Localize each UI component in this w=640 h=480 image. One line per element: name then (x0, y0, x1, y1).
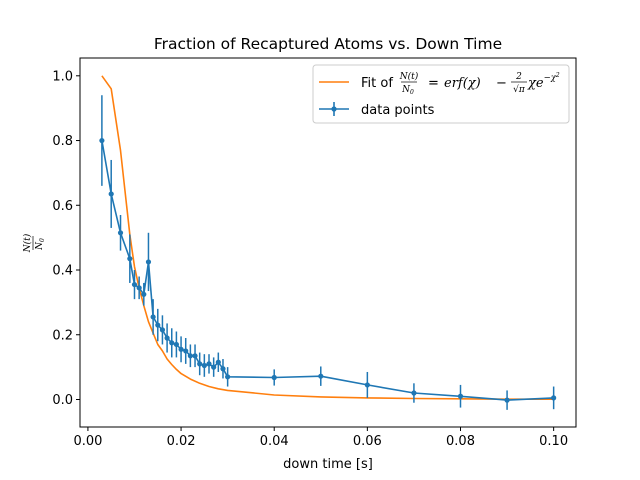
legend-fit-label: Fit of N(t) N0 = erf(χ) − 2 √π χe−χ2 (361, 71, 560, 96)
x-axis-ticks: 0.00 0.02 0.04 0.06 0.08 0.10 (73, 427, 568, 449)
data-point (197, 361, 203, 367)
legend-fit-exp: −χ (544, 73, 557, 83)
data-point (187, 353, 193, 359)
y-label-numerator: N(t) (22, 233, 33, 253)
fit-line (101, 75, 554, 401)
y-tick-label: 0.0 (52, 393, 73, 408)
legend-fit-prefix: Fit of (361, 76, 393, 91)
data-point (457, 393, 464, 399)
y-label-denominator-sub: 0 (39, 238, 46, 242)
legend-fit-exp-sup: 2 (555, 72, 560, 79)
legend-fit-minus: − (496, 76, 507, 91)
data-point (169, 340, 175, 346)
legend-data-marker (331, 106, 337, 112)
data-point (164, 335, 170, 341)
legend-fit-tail: χe−χ2 (527, 72, 560, 91)
legend-fit-frac-num: N(t) (399, 71, 419, 82)
data-point (136, 285, 142, 291)
data-point (150, 314, 156, 320)
data-series (99, 95, 557, 410)
data-point (127, 256, 133, 262)
data-point (211, 364, 217, 370)
y-axis-ticks: 0.0 0.2 0.4 0.6 0.8 1.0 (52, 69, 80, 408)
data-point (178, 346, 184, 352)
data-point (183, 348, 189, 354)
chart-title: Fraction of Recaptured Atoms vs. Down Ti… (154, 35, 502, 53)
legend-fit-erf: erf(χ) (444, 76, 481, 91)
y-tick-label: 0.6 (52, 199, 73, 214)
data-point (318, 373, 324, 379)
legend-fit-equals: = (428, 76, 439, 91)
x-tick-label: 0.04 (260, 434, 289, 449)
data-point (201, 362, 207, 369)
data-point (271, 374, 277, 381)
x-tick-label: 0.02 (167, 434, 196, 449)
data-point (215, 359, 221, 365)
axes-frame (79, 57, 577, 428)
x-tick-label: 0.06 (353, 434, 382, 449)
legend-frame (312, 64, 570, 124)
data-point (411, 390, 417, 396)
y-tick-label: 0.2 (52, 328, 73, 343)
x-tick-label: 0.00 (73, 434, 102, 449)
data-point (159, 327, 166, 333)
data-point (220, 366, 226, 372)
data-point (206, 361, 212, 367)
data-point (99, 137, 105, 144)
data-point (192, 353, 198, 359)
x-tick-label: 0.08 (446, 434, 475, 449)
legend-fit-frac-den: N0 (401, 85, 414, 96)
data-point (504, 397, 510, 403)
legend: Fit of N(t) N0 = erf(χ) − 2 √π χe−χ2 dat… (312, 64, 570, 124)
data-point (551, 395, 557, 401)
y-tick-label: 0.4 (52, 264, 73, 279)
legend-fit-frac-den-sub: 0 (410, 89, 414, 96)
data-point (131, 281, 138, 288)
data-point (117, 230, 124, 236)
x-tick-label: 0.10 (539, 434, 568, 449)
data-point (173, 341, 180, 348)
y-label-denominator: N0 (35, 238, 46, 251)
y-tick-label: 0.8 (52, 134, 73, 149)
legend-data-label: data points (361, 103, 435, 118)
data-point (155, 322, 161, 328)
legend-fit-tail-main: χe (527, 76, 544, 91)
data-point (145, 259, 152, 265)
data-point (364, 382, 370, 388)
fit-series (101, 75, 554, 401)
legend-fit-coef-den: √π (513, 84, 526, 95)
data-point (141, 291, 147, 297)
x-axis-label: down time [s] (283, 457, 373, 472)
data-point (225, 374, 231, 380)
legend-fit-frac-den-main: N (401, 85, 411, 95)
legend-fit-coef-num: 2 (515, 72, 522, 82)
data-point (108, 191, 114, 197)
y-tick-label: 1.0 (52, 69, 73, 84)
y-label-denominator-main: N (35, 241, 45, 251)
plot-area (79, 57, 577, 428)
y-axis-label: N(t) N0 (22, 233, 46, 253)
